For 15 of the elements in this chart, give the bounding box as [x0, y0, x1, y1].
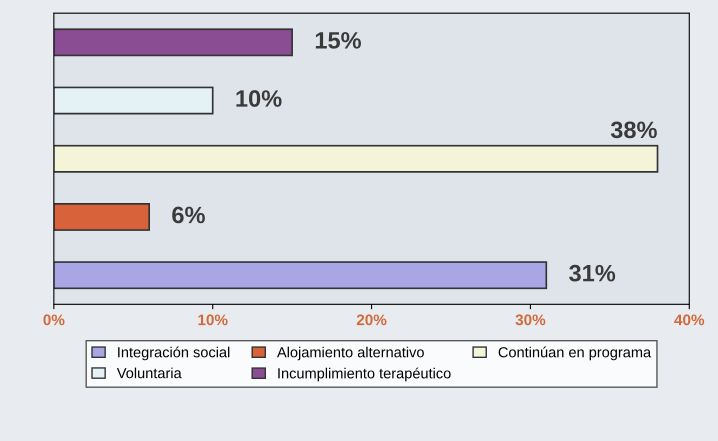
x-tick-label: 30% — [515, 314, 546, 326]
x-tick-label: 10% — [198, 314, 228, 326]
x-tick-label: 0% — [43, 314, 64, 326]
data-label: 31% — [569, 264, 616, 282]
data-label: 10% — [236, 90, 282, 107]
legend-label: Continúan en programa — [498, 346, 652, 360]
legend-label: Incumplimiento terapéutico — [278, 368, 451, 382]
data-label: 15% — [316, 32, 361, 49]
x-tick-label: 20% — [356, 314, 386, 326]
x-tick-label: 40% — [674, 314, 704, 326]
data-label: 38% — [610, 122, 657, 138]
legend-label: Alojamiento alternativo — [276, 346, 424, 360]
data-label: 6% — [172, 206, 205, 224]
legend-label: Voluntaria — [116, 368, 182, 378]
legend-label: Integración social — [118, 346, 230, 360]
